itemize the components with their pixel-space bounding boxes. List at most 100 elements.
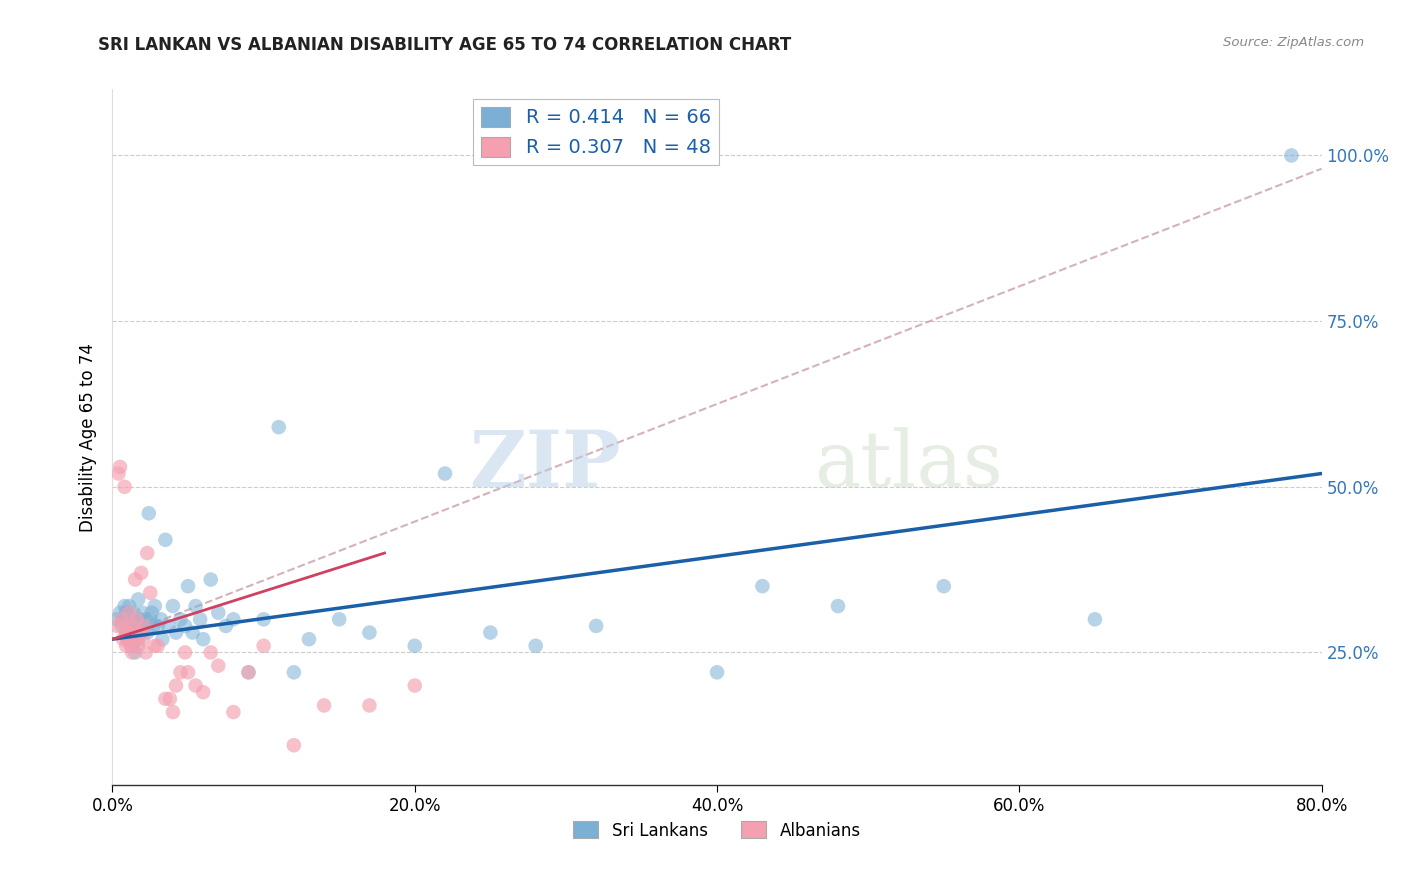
Point [125,612,148,626]
Point [121,645,143,659]
Point [359,625,381,640]
Point [149,612,172,626]
Point [127,632,149,647]
Point [125,632,148,647]
Point [128,625,150,640]
Point [479,625,502,640]
Text: atlas: atlas [814,427,1002,503]
Point [215,619,238,633]
Point [169,665,191,680]
Point [122,632,145,647]
Point [174,645,197,659]
Point [207,658,229,673]
Point [139,586,162,600]
Point [165,625,187,640]
Point [191,685,214,699]
Point [141,606,163,620]
Point [283,665,305,680]
Point [150,632,173,647]
Point [524,639,547,653]
Point [359,698,381,713]
Point [751,579,773,593]
Point [124,625,146,640]
Point [132,606,155,620]
Point [404,639,426,653]
Point [110,612,132,626]
Point [188,612,211,626]
Point [191,632,214,647]
Point [162,705,184,719]
Point [135,612,157,626]
Point [177,579,200,593]
Point [146,619,169,633]
Point [129,625,152,640]
Point [118,606,141,620]
Point [134,619,156,633]
Point [267,420,290,434]
Point [932,579,955,593]
Point [1084,612,1107,626]
Point [115,639,138,653]
Point [136,625,159,640]
Point [112,632,135,647]
Point [114,619,136,633]
Point [159,691,181,706]
Point [222,612,245,626]
Point [107,467,129,481]
Point [117,625,139,640]
Point [143,639,166,653]
Legend: Sri Lankans, Albanians: Sri Lankans, Albanians [567,814,868,847]
Point [314,698,336,713]
Point [143,599,166,613]
Point [433,467,456,481]
Point [222,705,245,719]
Point [136,546,159,560]
Point [155,691,177,706]
Point [146,639,169,653]
Point [827,599,849,613]
Point [132,632,155,647]
Point [108,606,131,620]
Point [121,619,143,633]
Point [124,573,146,587]
Point [142,619,165,633]
Point [328,612,350,626]
Point [134,619,156,633]
Point [129,566,152,580]
Point [120,639,142,653]
Point [181,625,204,640]
Point [112,612,135,626]
Point [157,619,180,633]
Point [118,599,141,613]
Point [105,612,128,626]
Point [115,625,138,640]
Point [105,619,128,633]
Point [184,679,207,693]
Point [125,619,148,633]
Point [253,612,276,626]
Point [127,639,149,653]
Point [184,599,207,613]
Point [138,506,160,520]
Point [120,625,142,640]
Y-axis label: Disability Age 65 to 74: Disability Age 65 to 74 [79,343,97,532]
Text: SRI LANKAN VS ALBANIAN DISABILITY AGE 65 TO 74 CORRELATION CHART: SRI LANKAN VS ALBANIAN DISABILITY AGE 65… [98,36,792,54]
Point [124,645,146,659]
Point [1279,148,1302,162]
Point [200,573,222,587]
Point [174,619,197,633]
Point [115,625,138,640]
Point [115,606,138,620]
Point [114,480,136,494]
Point [706,665,728,680]
Point [110,619,132,633]
Point [585,619,607,633]
Point [117,632,139,647]
Point [108,459,131,474]
Text: Source: ZipAtlas.com: Source: ZipAtlas.com [1223,36,1364,49]
Point [165,679,187,693]
Point [117,632,139,647]
Point [169,612,191,626]
Point [207,606,229,620]
Point [283,738,305,752]
